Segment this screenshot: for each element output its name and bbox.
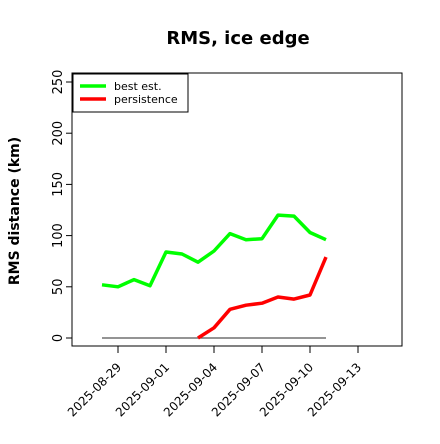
chart-title: RMS, ice edge <box>166 28 309 49</box>
legend: best est.persistence <box>72 73 189 113</box>
y-tick-label: 0 <box>51 334 66 342</box>
y-tick-label: 150 <box>51 172 66 197</box>
legend-label: best est. <box>114 80 162 93</box>
y-tick-label: 200 <box>51 121 66 146</box>
legend-box <box>72 73 189 113</box>
series-layer <box>101 213 328 340</box>
series-line-best-est <box>101 213 327 289</box>
series-line-persistence <box>197 256 328 340</box>
y-axis-label: RMS distance (km) <box>7 137 23 285</box>
y-axis: 0 50 100 150 200 250 <box>51 70 72 342</box>
y-tick-label: 100 <box>51 223 66 248</box>
x-axis: 2025-08-292025-09-012025-09-042025-09-07… <box>65 345 364 419</box>
legend-label: persistence <box>114 93 178 106</box>
plot-area-frame <box>71 72 403 347</box>
y-tick-label: 50 <box>51 279 66 296</box>
y-tick-label: 250 <box>51 70 66 95</box>
